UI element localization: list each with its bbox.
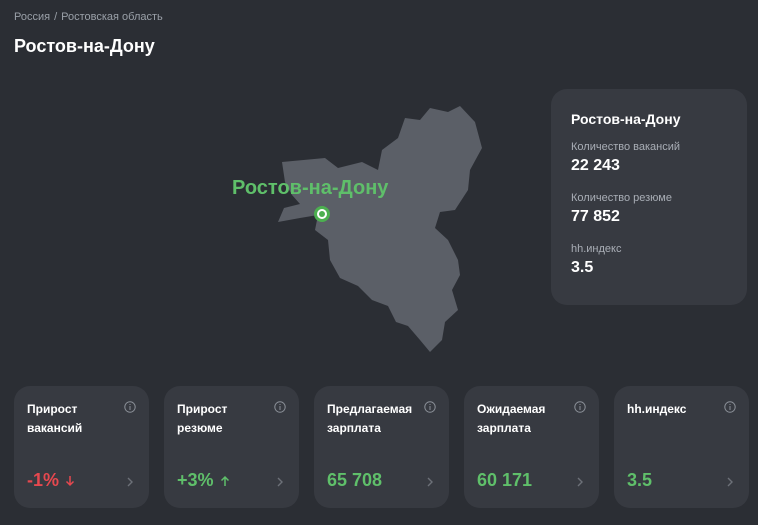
stat-label: Прирост резюме xyxy=(177,402,228,435)
metric-vacancies: Количество вакансий 22 243 xyxy=(571,141,727,175)
info-icon[interactable] xyxy=(124,401,136,413)
city-marker-icon[interactable] xyxy=(314,206,330,222)
metric-value: 3.5 xyxy=(571,259,594,276)
stats-row: Прирост вакансий -1% Прирост резюме +3% xyxy=(14,386,749,508)
region-shape[interactable] xyxy=(270,100,500,360)
stat-label: Ожидаемая зарплата xyxy=(477,402,546,435)
stat-value-text: 60 171 xyxy=(477,470,533,490)
stat-value-text: 65 708 xyxy=(327,470,383,490)
chevron-right-icon xyxy=(427,477,433,487)
arrow-up-icon xyxy=(220,475,229,486)
metric-value: 77 852 xyxy=(571,208,620,225)
info-icon[interactable] xyxy=(724,401,736,413)
metric-label: Количество резюме xyxy=(571,192,672,204)
page-title: Ростов-на-Дону xyxy=(14,36,155,56)
stat-value: +3% xyxy=(177,470,230,491)
breadcrumb-separator: / xyxy=(54,11,58,23)
metric-resumes: Количество резюме 77 852 xyxy=(571,192,727,226)
info-icon[interactable] xyxy=(274,401,286,413)
metric-value: 22 243 xyxy=(571,157,620,174)
stat-value: -1% xyxy=(27,470,75,491)
stat-value: 60 171 xyxy=(477,470,532,491)
arrow-down-icon xyxy=(65,475,75,486)
stat-card-hh-index[interactable]: hh.индекс 3.5 xyxy=(614,386,749,508)
stat-card-expected-salary[interactable]: Ожидаемая зарплата 60 171 xyxy=(464,386,599,508)
stat-value-text: 3.5 xyxy=(627,470,653,490)
stat-label: Предлагаемая зарплата xyxy=(327,402,413,435)
stat-label: hh.индекс xyxy=(627,402,687,416)
metric-label: Количество вакансий xyxy=(571,141,681,153)
breadcrumb: Россия / Ростовская область xyxy=(14,11,163,23)
stat-card-offered-salary[interactable]: Предлагаемая зарплата 65 708 xyxy=(314,386,449,508)
chevron-right-icon xyxy=(277,477,283,487)
info-card-title: Ростов-на-Дону xyxy=(571,111,681,127)
chevron-right-icon xyxy=(727,477,733,487)
stat-value-text: -1% xyxy=(27,470,60,490)
info-icon[interactable] xyxy=(574,401,586,413)
metric-label: hh.индекс xyxy=(571,243,622,255)
breadcrumb-item-region[interactable]: Ростовская область xyxy=(61,11,163,23)
map-city-label: Ростов-на-Дону xyxy=(232,177,389,199)
city-info-card: Ростов-на-Дону Количество вакансий 22 24… xyxy=(551,89,747,305)
chevron-right-icon xyxy=(577,477,583,487)
region-map[interactable] xyxy=(270,100,500,360)
chevron-right-icon xyxy=(127,477,133,487)
metric-hh-index: hh.индекс 3.5 xyxy=(571,243,727,277)
stat-card-resume-growth[interactable]: Прирост резюме +3% xyxy=(164,386,299,508)
stat-value-text: +3% xyxy=(177,470,214,490)
info-icon[interactable] xyxy=(424,401,436,413)
stat-value: 3.5 xyxy=(627,470,652,491)
stat-card-vacancy-growth[interactable]: Прирост вакансий -1% xyxy=(14,386,149,508)
breadcrumb-item-russia[interactable]: Россия xyxy=(14,11,51,23)
stat-value: 65 708 xyxy=(327,470,382,491)
stat-label: Прирост вакансий xyxy=(27,402,83,435)
